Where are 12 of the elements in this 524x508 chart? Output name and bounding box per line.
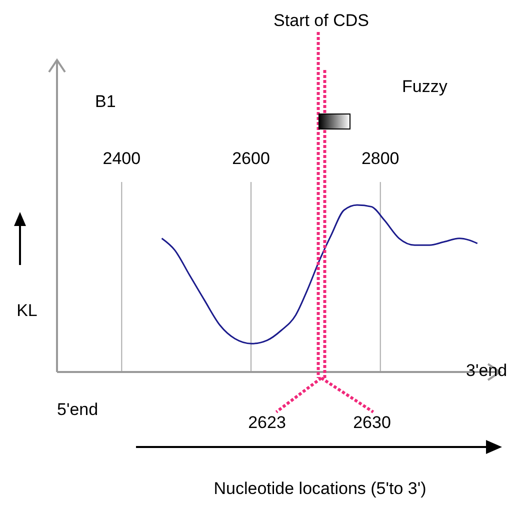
ref-line-label: Start of CDS bbox=[274, 11, 369, 30]
text: Nucleotide locations (5'to 3') bbox=[214, 479, 426, 498]
x-tick-label: 2400 bbox=[102, 149, 141, 168]
text: B1 bbox=[95, 92, 116, 111]
text: 5'end bbox=[57, 400, 98, 419]
annotation: 3'end bbox=[466, 361, 508, 380]
x-tick-label: 2800 bbox=[361, 149, 400, 168]
text: Fuzzy bbox=[402, 77, 448, 96]
x-tick-label: 2600 bbox=[232, 149, 270, 168]
y-axis-title: KL bbox=[16, 301, 38, 320]
text: 2623 bbox=[248, 413, 286, 432]
text: 2630 bbox=[353, 413, 391, 432]
